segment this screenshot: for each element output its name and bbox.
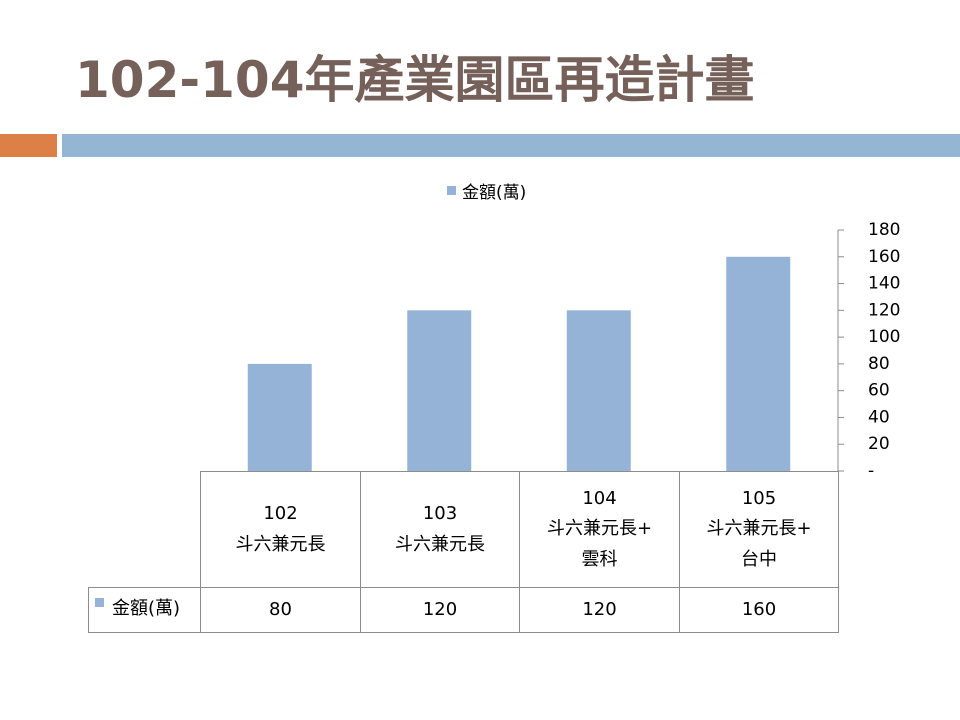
category-cell: 105 斗六兼元長+ 台中 [679,471,839,588]
legend-label: 金額(萬) [462,183,526,203]
y-tick-label: 160 [868,247,900,267]
value-cell: 160 [679,587,839,633]
y-tick-label: 40 [868,407,890,427]
legend-swatch [447,186,456,195]
bar [566,310,631,471]
value-cell: 120 [360,587,520,633]
y-tick-label: - [868,461,874,481]
category-cell: 104 斗六兼元長+ 雲科 [519,471,680,588]
y-tick-label: 100 [868,327,900,347]
y-tick-label: 60 [868,381,890,401]
y-tick-label: 80 [868,354,890,374]
value-cell: 80 [200,587,361,633]
table-row-header: 金額(萬) [88,587,201,633]
bar [407,310,472,471]
y-tick-label: 120 [868,300,900,320]
category-cell: 103 斗六兼元長 [360,471,520,588]
y-tick-label: 180 [868,220,900,240]
y-tick-label: 20 [868,434,890,454]
category-cell: 102 斗六兼元長 [200,471,361,588]
bar [247,363,312,471]
accent-bar [0,134,57,157]
y-tick-label: 140 [868,274,900,294]
slide-title: 102-104年產業園區再造計畫 [75,51,755,109]
table-legend-swatch [95,598,104,607]
value-cell: 120 [519,587,680,633]
header-bar [62,134,960,157]
bar [726,256,791,471]
table-series-name: 金額(萬) [112,598,181,619]
